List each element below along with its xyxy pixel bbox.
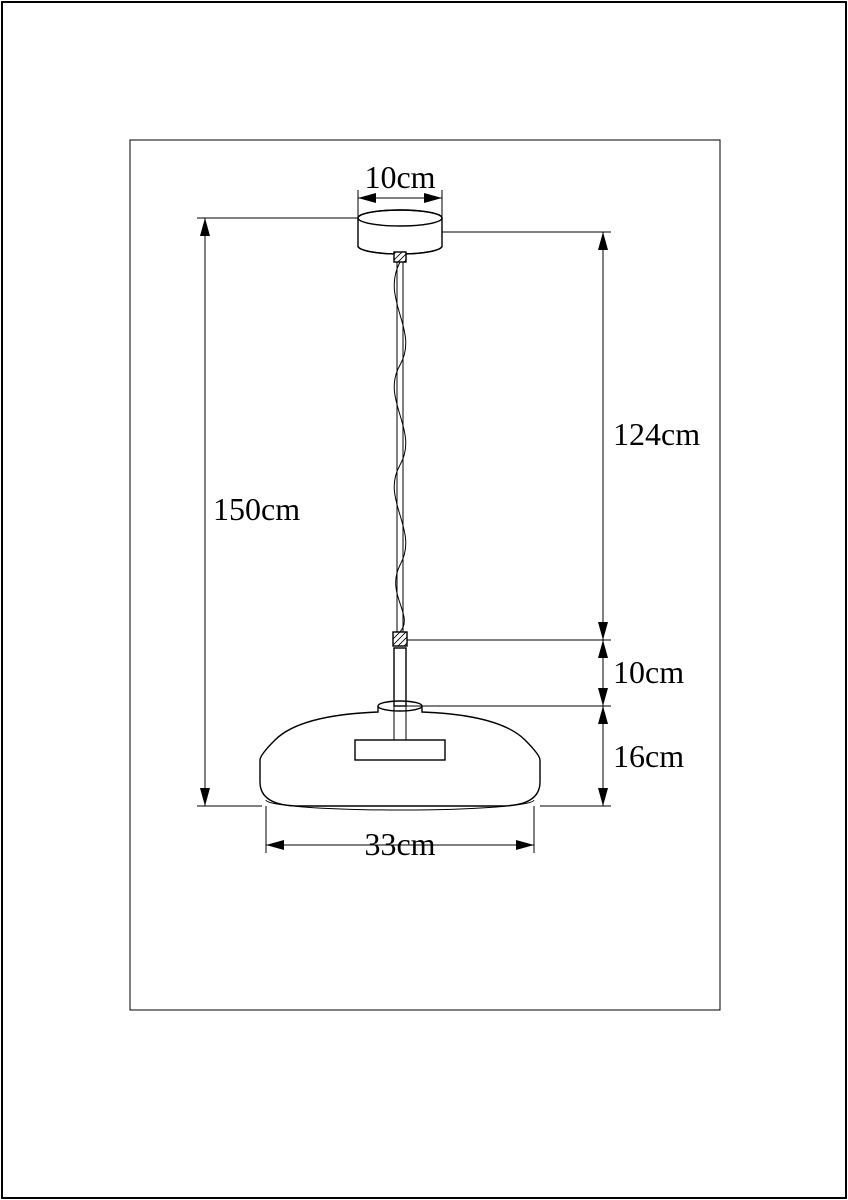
technical-drawing: 10cm 150cm 124cm 10cm 16cm: [0, 0, 848, 1200]
dim-canopy-width-label: 10cm: [364, 159, 435, 195]
canopy: [358, 210, 442, 262]
dim-stem-length-label: 10cm: [613, 654, 684, 690]
dim-shade-height: 16cm: [540, 706, 684, 806]
inner-frame: [130, 140, 720, 1010]
dim-cord-length: 124cm: [407, 232, 700, 640]
dim-shade-height-label: 16cm: [613, 738, 684, 774]
cord: [393, 262, 407, 646]
dim-total-height: 150cm: [197, 218, 358, 806]
dim-shade-width-label: 33cm: [364, 826, 435, 862]
stem: [394, 648, 406, 706]
dim-total-height-label: 150cm: [213, 491, 300, 527]
dim-canopy-width: 10cm: [358, 159, 442, 218]
dim-cord-length-label: 124cm: [613, 416, 700, 452]
shade: [260, 701, 540, 810]
dim-shade-width: 33cm: [266, 806, 534, 862]
dim-stem-length: 10cm: [406, 640, 684, 706]
